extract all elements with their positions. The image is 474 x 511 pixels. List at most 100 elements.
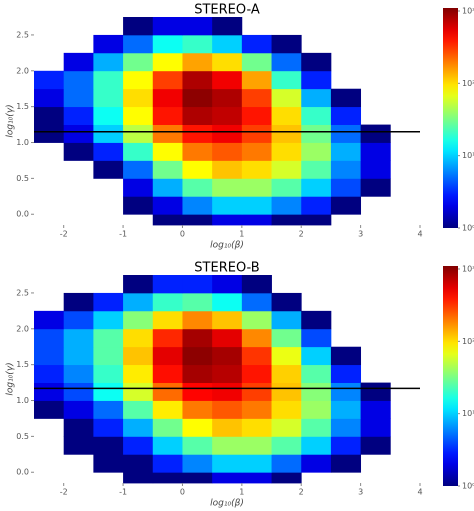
bin (123, 346, 154, 366)
bin (212, 88, 243, 108)
colorbar-tick-label: 10² (462, 337, 474, 346)
colorbar-tick-label: 10¹ (462, 409, 474, 418)
bin (241, 196, 272, 215)
bin (152, 106, 183, 125)
bin (241, 454, 272, 473)
bin (301, 400, 332, 419)
bin (271, 364, 302, 383)
bin (241, 34, 272, 54)
bin (330, 436, 362, 455)
bin (212, 400, 243, 419)
y-tick-label: 1.0 (16, 396, 29, 405)
bin (123, 292, 154, 312)
bin (34, 70, 65, 90)
bin (93, 418, 124, 437)
bin (182, 160, 213, 179)
bin (93, 364, 124, 383)
bin (63, 88, 94, 108)
bin (212, 214, 243, 226)
chart-title: STEREO-A (194, 3, 260, 18)
bin (241, 418, 272, 437)
bin (123, 275, 154, 294)
bin (63, 70, 94, 90)
bin (123, 88, 154, 108)
chart-title: STEREO-B (194, 261, 259, 276)
bin (271, 34, 302, 54)
bin (152, 17, 183, 36)
y-tick-label: 2.0 (16, 66, 29, 75)
bin (123, 472, 154, 484)
colorbar (443, 266, 458, 486)
bin (93, 382, 124, 401)
bin (182, 178, 213, 197)
bin (34, 310, 65, 330)
bin (212, 436, 243, 455)
bin (330, 346, 362, 366)
bin (360, 142, 391, 161)
y-tick-label: 2.5 (16, 288, 29, 297)
bin (271, 88, 302, 108)
bin (241, 400, 272, 419)
bin (123, 454, 154, 473)
bin (93, 310, 124, 330)
bin (301, 454, 332, 473)
bin (63, 142, 94, 161)
bin (271, 142, 302, 161)
bin (271, 310, 302, 330)
bin (123, 436, 154, 455)
colorbar-tick-label: 10⁰ (462, 224, 474, 233)
bin (360, 160, 391, 179)
bin (301, 418, 332, 437)
x-tick-label: 3 (358, 230, 363, 239)
bin (123, 400, 154, 419)
bin (360, 418, 391, 437)
bin (301, 124, 332, 143)
bin (330, 364, 362, 383)
bin (301, 364, 332, 383)
bin (271, 292, 302, 312)
bin (241, 52, 272, 72)
bin (212, 196, 243, 215)
bin (301, 346, 332, 366)
bin (271, 454, 302, 473)
bin (212, 52, 243, 72)
bin (241, 70, 272, 90)
bin (271, 160, 302, 179)
x-tick-label: 1 (239, 230, 244, 239)
bin (152, 418, 183, 437)
bin (301, 160, 332, 179)
x-tick-label: 0 (180, 230, 185, 239)
bin (271, 178, 302, 197)
bin (271, 346, 302, 366)
bin (152, 70, 183, 90)
bin (152, 88, 183, 108)
bin (123, 34, 154, 54)
bin (123, 106, 154, 125)
bin (212, 106, 243, 125)
bin (360, 436, 391, 455)
bin (212, 364, 243, 383)
heatmap (34, 17, 391, 226)
bin (123, 160, 154, 179)
bin (182, 124, 213, 143)
bin (63, 346, 94, 366)
bin (241, 142, 272, 161)
bin (63, 124, 94, 143)
bin (360, 124, 391, 143)
bin (301, 178, 332, 197)
bin (271, 328, 302, 348)
bin (123, 418, 154, 437)
colorbar-tick-label: 10¹ (462, 151, 474, 160)
bin (123, 310, 154, 330)
bin (152, 292, 183, 312)
bin (182, 34, 213, 54)
x-tick-label: 4 (417, 230, 422, 239)
bin (63, 436, 94, 455)
bin (330, 88, 362, 108)
bin (212, 472, 243, 484)
bin (123, 70, 154, 90)
bin (182, 275, 213, 294)
bin (301, 88, 332, 108)
bin (301, 52, 332, 72)
